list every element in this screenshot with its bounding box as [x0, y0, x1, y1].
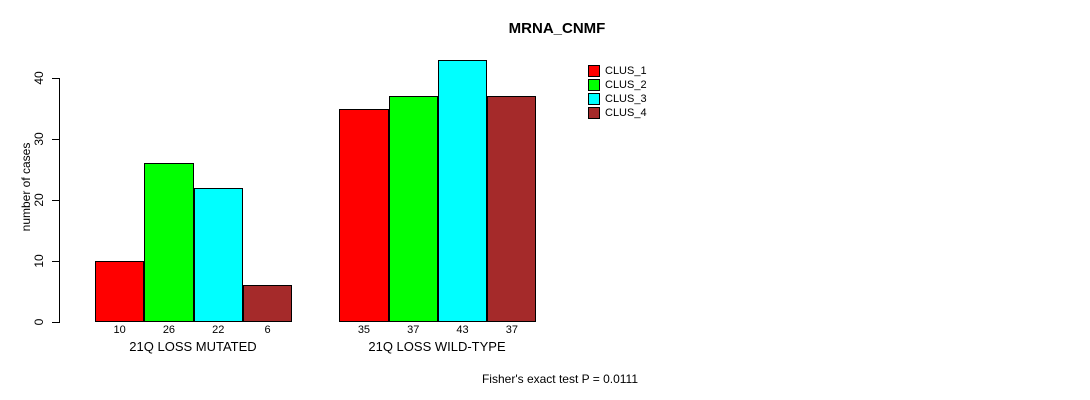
y-axis-tick	[52, 199, 59, 201]
legend-row-clus_1: CLUS_1	[588, 64, 647, 78]
legend-swatch-icon	[588, 79, 600, 91]
bar-clus_1-group1	[95, 261, 145, 322]
bar-clus_3-group1	[193, 187, 243, 322]
bar-value-label: 26	[162, 324, 176, 336]
y-axis-tick	[52, 260, 59, 262]
legend-label: CLUS_1	[605, 65, 647, 77]
chart-title: MRNA_CNMF	[508, 20, 606, 37]
legend-label: CLUS_3	[605, 93, 647, 105]
legend-swatch-icon	[588, 107, 600, 119]
group-label-mutated: 21Q LOSS MUTATED	[129, 339, 257, 354]
y-axis-tick	[52, 321, 59, 323]
bar-value-label: 37	[505, 324, 518, 336]
legend-swatch-icon	[588, 65, 600, 77]
group-label-wildtype: 21Q LOSS WILD-TYPE	[368, 339, 506, 354]
bar-value-label: 35	[357, 324, 371, 336]
legend-row-clus_2: CLUS_2	[588, 78, 647, 92]
bar-clus_2-group2	[388, 96, 438, 322]
y-axis-label: number of cases	[19, 142, 33, 232]
bar-clus_3-group2	[437, 59, 488, 322]
bar-clus_1-group2	[339, 108, 389, 322]
y-axis-tick-label: 0	[32, 318, 46, 326]
bar-clus_4-group1	[242, 285, 293, 322]
y-axis-line	[59, 78, 60, 323]
fisher-test-annotation: Fisher's exact test P = 0.0111	[481, 372, 639, 386]
y-axis-tick	[52, 77, 59, 79]
legend-label: CLUS_4	[605, 107, 647, 119]
y-axis-tick-label: 20	[32, 193, 46, 207]
bar-clus_4-group2	[487, 96, 537, 322]
legend-row-clus_3: CLUS_3	[588, 92, 647, 106]
y-axis-tick-label: 30	[32, 132, 46, 146]
bar-value-label: 22	[212, 324, 225, 336]
bar-value-label: 10	[113, 324, 126, 336]
legend-row-clus_4: CLUS_4	[588, 106, 647, 120]
y-axis-tick-label: 40	[32, 71, 46, 85]
y-axis-tick	[52, 138, 59, 140]
y-axis-tick-label: 10	[32, 254, 46, 268]
bar-value-label: 37	[407, 324, 420, 336]
bar-value-label: 6	[264, 324, 271, 336]
bar-value-label: 43	[456, 324, 469, 336]
legend-label: CLUS_2	[605, 79, 647, 91]
legend: CLUS_1 CLUS_2 CLUS_3 CLUS_4	[588, 64, 647, 120]
legend-swatch-icon	[588, 93, 600, 105]
bar-clus_2-group1	[144, 163, 194, 322]
